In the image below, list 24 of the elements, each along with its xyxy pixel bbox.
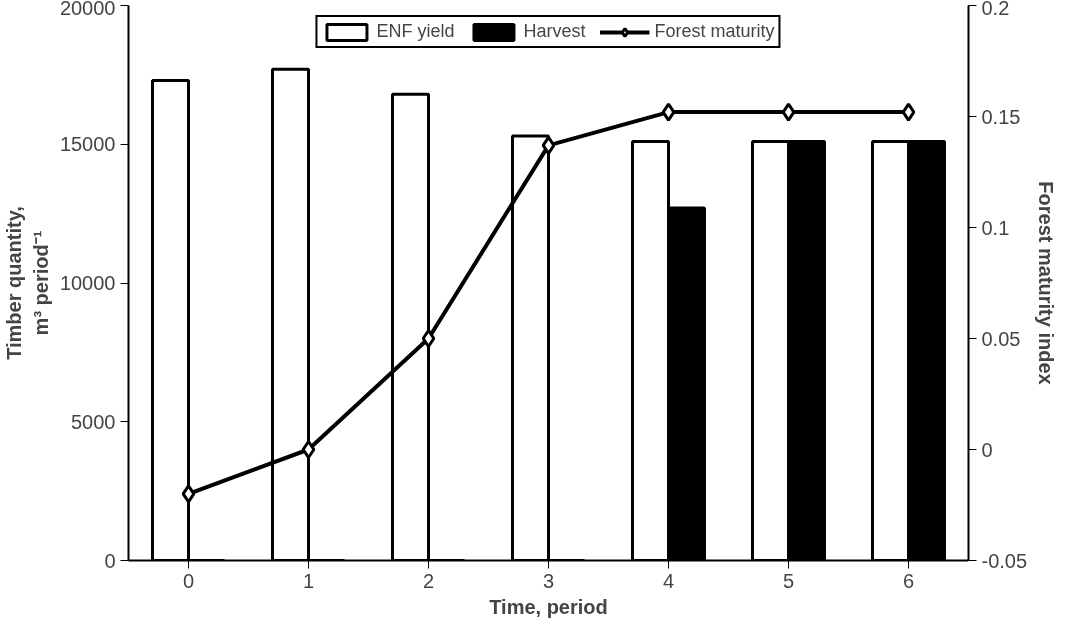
x-tick-label: 0	[182, 569, 195, 592]
y2-tick-label: 0.2	[981, 0, 1010, 19]
y-tick-label: 0	[104, 549, 116, 572]
y2-tick-label: 0.1	[981, 216, 1010, 239]
legend-label: ENF yield	[376, 21, 455, 42]
y-tick-label: 10000	[59, 272, 116, 294]
legend-label: Forest maturity	[654, 21, 775, 42]
y2-tick-label: 0.15	[981, 105, 1021, 128]
y-tick-label: 20000	[59, 0, 116, 19]
x-axis-title: Time, period	[489, 595, 608, 618]
y2-tick-label: 0.05	[981, 327, 1021, 350]
y2-tick-label: 0	[981, 438, 993, 461]
x-tick-label: 4	[662, 569, 675, 592]
x-tick-label: 6	[902, 569, 915, 592]
x-tick-label: 1	[302, 569, 315, 592]
x-tick-label: 5	[782, 569, 795, 592]
y-axis-title: Timber quantity, m³ period⁻¹	[3, 206, 52, 360]
x-tick-label: 2	[422, 569, 435, 592]
y-tick-label: 15000	[59, 133, 116, 156]
legend-label: Harvest	[523, 21, 586, 42]
y-tick-label: 5000	[71, 410, 116, 433]
y2-axis-title: Forest maturity index	[1035, 181, 1058, 385]
y2-tick-label: -0.05	[981, 549, 1028, 572]
x-tick-label: 3	[542, 569, 555, 592]
